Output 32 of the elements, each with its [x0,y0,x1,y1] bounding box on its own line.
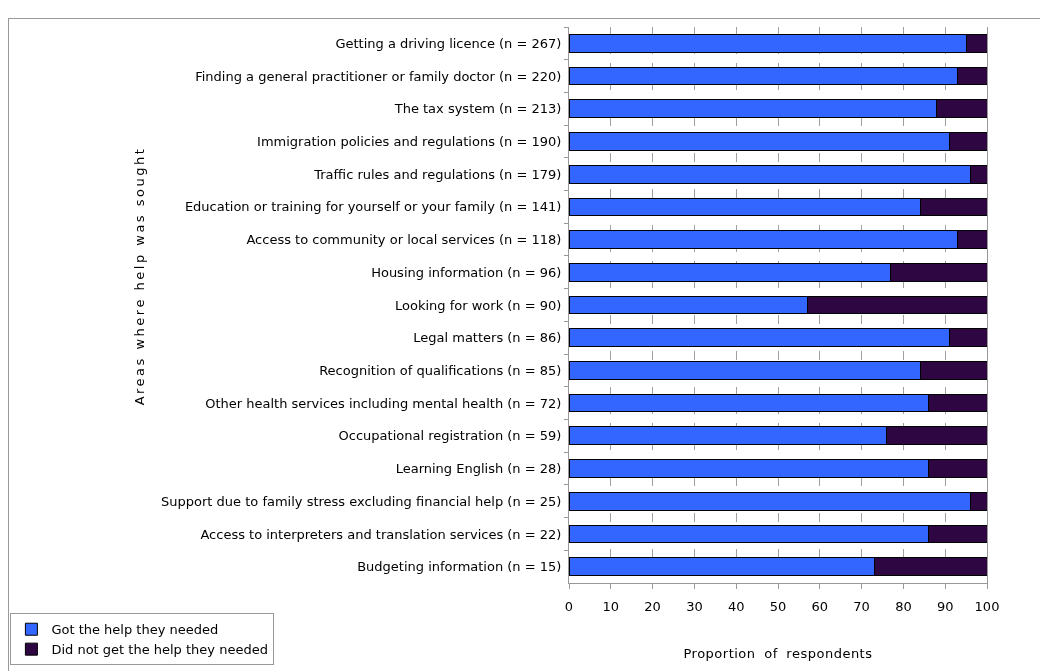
x-tick-label: 100 [974,598,1000,614]
legend-label: Got the help they needed [51,622,219,638]
x-tick-label: 40 [727,598,745,614]
y-tick-label: Immigration policies and regulations (n = 190) [257,134,562,150]
y-tick-label: Looking for work (n = 90) [395,297,562,313]
y-tick-label: Occupational registration (n = 59) [338,428,562,444]
y-tick-label: Legal matters (n = 86) [413,330,562,346]
y-tick-label: Access to community or local services (n = 118) [246,232,562,248]
x-tick-label: 90 [936,598,954,614]
y-tick-label: Education or training for yourself or your family (n = 141) [184,199,562,215]
x-tick-label: 20 [644,598,661,614]
x-tick-label: 80 [895,598,912,614]
y-tick-label: Housing information (n = 96) [371,264,562,280]
y-tick-label: Budgeting information (n = 15) [357,559,562,575]
y-tick-label: The tax system (n = 213) [393,101,562,117]
y-tick-label: Learning English (n = 28) [395,461,562,477]
y-axis-title: Areas where help was sought [132,146,148,406]
y-tick-label: Getting a driving licence (n = 267) [335,35,562,51]
y-tick-label: Recognition of qualifications (n = 85) [319,362,562,378]
y-tick-label: Finding a general practitioner or family doctor (n = 220) [195,68,562,84]
legend-label: Did not get the help they needed [51,642,268,658]
x-axis-title: Proportion of respondents [683,646,873,662]
y-tick-label: Other health services including mental health (n = 72) [205,395,562,411]
x-tick-label: 10 [602,598,620,614]
y-tick-label: Support due to family stress excluding financial help (n = 25) [161,493,562,509]
y-tick-label: Access to interpreters and translation services (n = 22) [200,526,562,542]
y-tick-label: Traffic rules and regulations (n = 179) [313,166,562,182]
x-tick-label: 60 [811,598,829,614]
x-tick-label: 0 [564,598,574,614]
x-tick-label: 30 [686,598,703,614]
x-tick-label: 50 [769,598,787,614]
x-tick-label: 70 [853,598,870,614]
